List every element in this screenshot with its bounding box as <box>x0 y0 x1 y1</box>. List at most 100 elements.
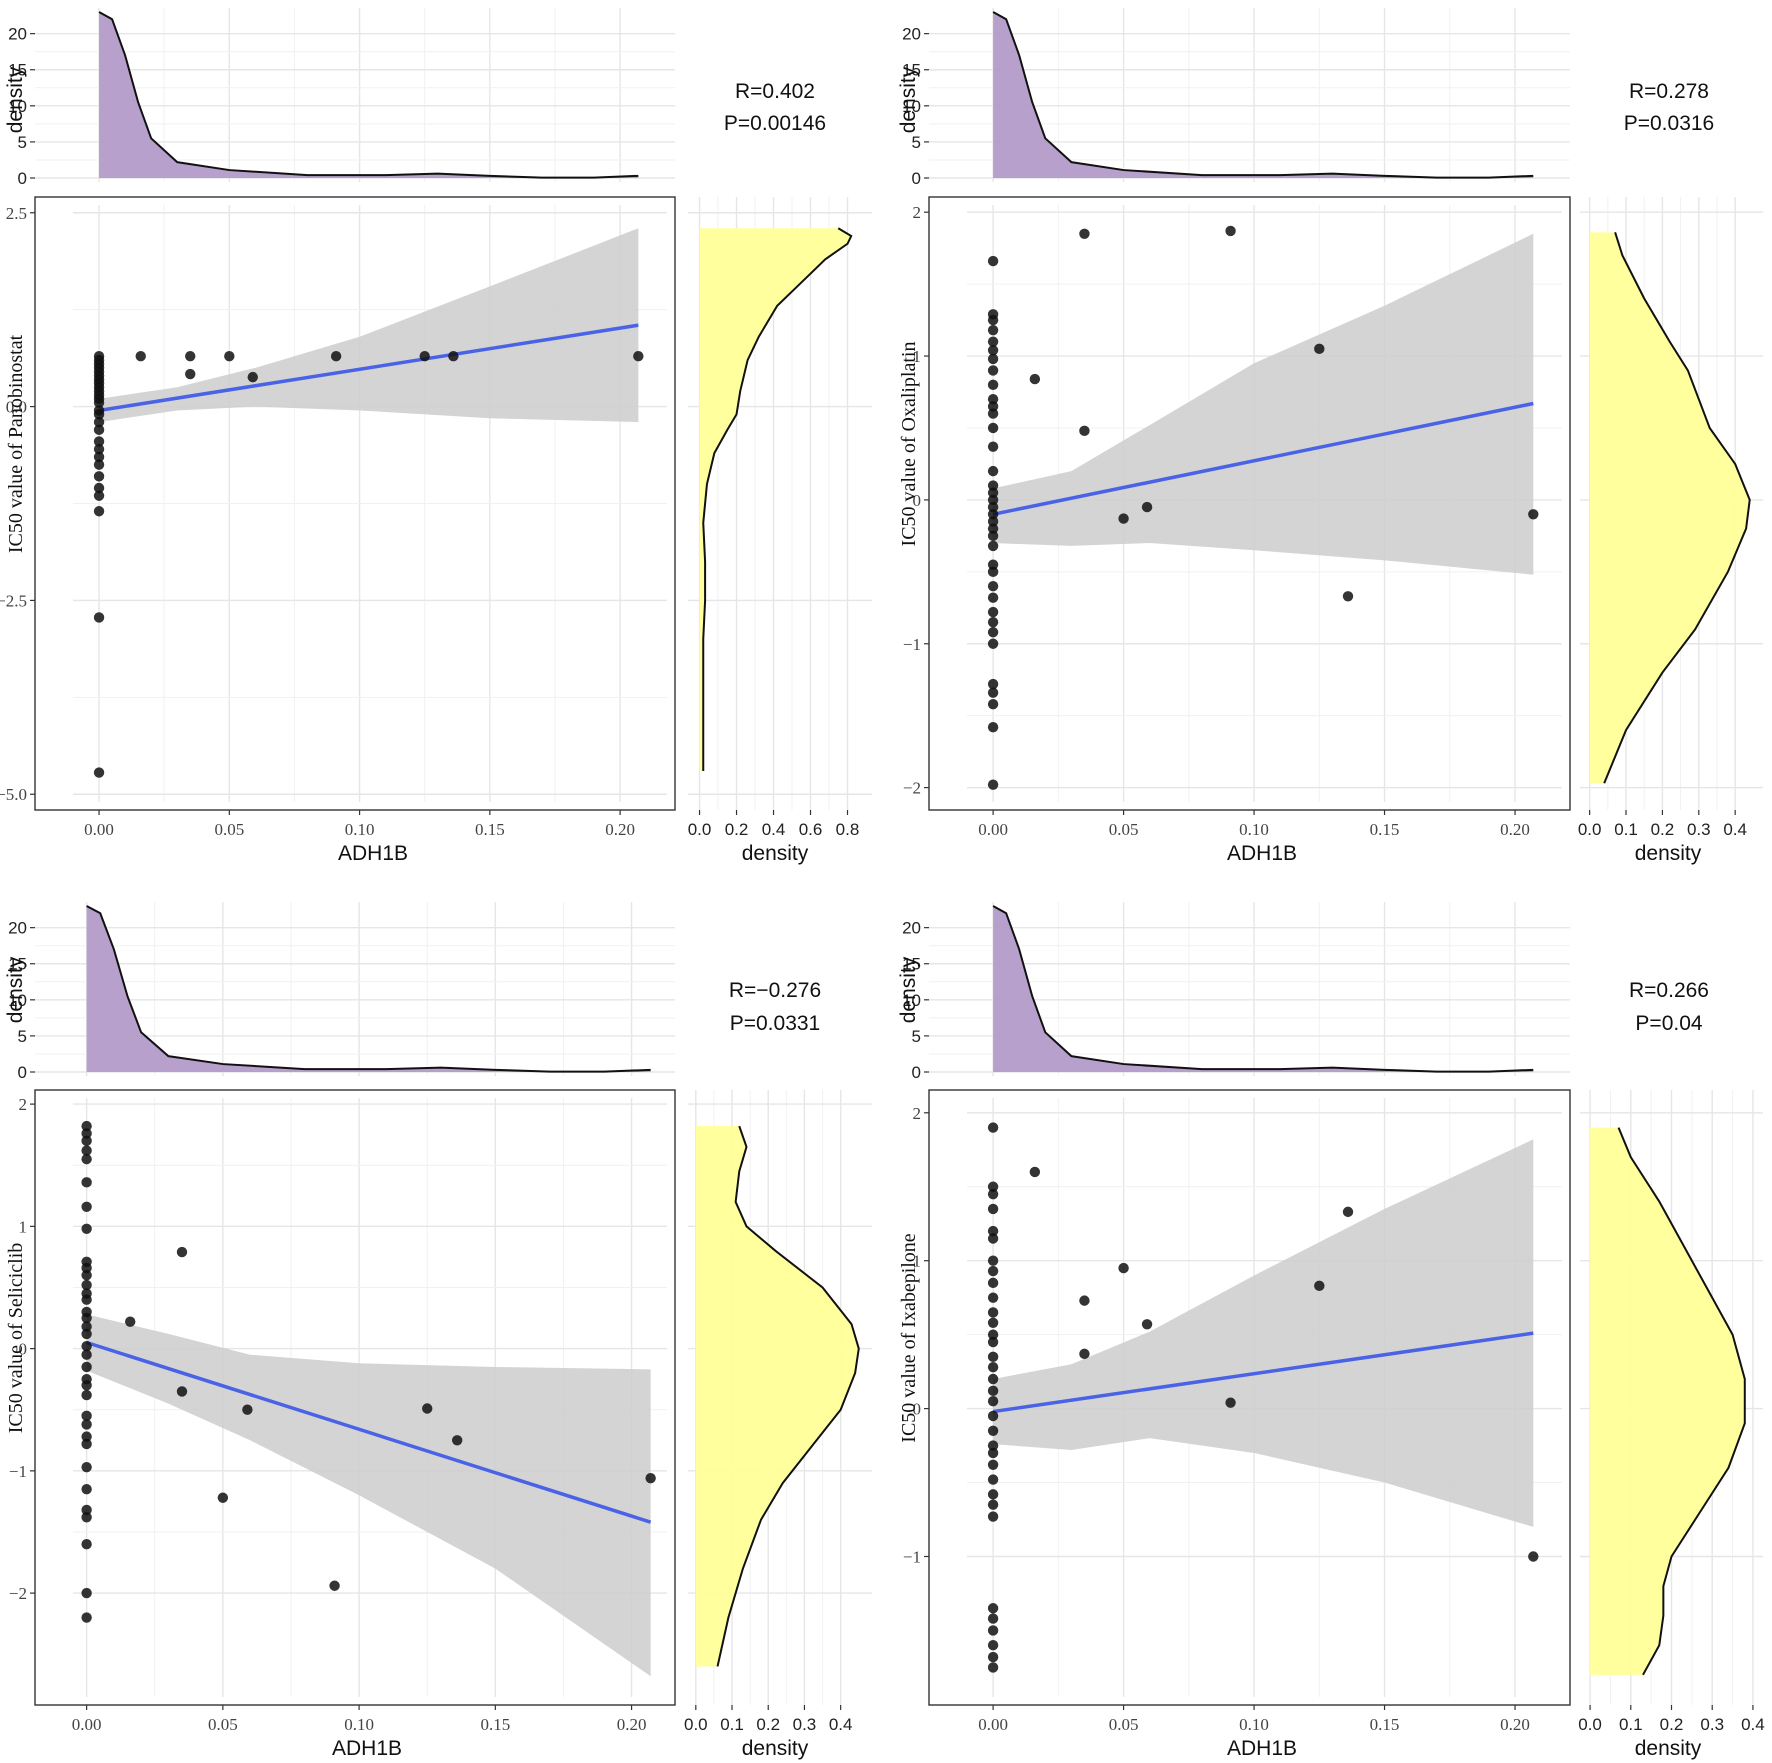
y-tick-label: 2 <box>913 203 922 222</box>
data-point <box>81 1587 92 1599</box>
top-y-tick-label: 20 <box>902 25 921 44</box>
data-point <box>645 1472 656 1484</box>
data-point <box>93 482 105 494</box>
top-y-tick-label: 0 <box>912 1063 921 1082</box>
data-point <box>81 1312 92 1324</box>
plot-frame <box>928 196 1571 811</box>
data-point <box>330 350 342 362</box>
data-point <box>987 1203 999 1215</box>
data-point <box>93 444 105 455</box>
plot-frame <box>34 1089 676 1706</box>
x-tick-label: 0.20 <box>605 820 635 839</box>
data-point <box>987 509 999 520</box>
top-y-tick-label: 5 <box>912 1027 921 1046</box>
data-point <box>987 494 999 506</box>
y-axis-title: IC50 value of Oxaliplatin <box>898 342 920 547</box>
data-point <box>987 401 999 412</box>
data-point <box>987 1425 999 1436</box>
data-point <box>1118 1262 1129 1274</box>
data-point <box>1225 1397 1236 1408</box>
data-point <box>1118 513 1129 524</box>
right-x-tick-label: 0.4 <box>829 1715 853 1734</box>
right-x-tick-label: 0.0 <box>1578 820 1602 839</box>
top-y-tick-label: 10 <box>8 991 27 1010</box>
data-point <box>81 1612 92 1623</box>
y-tick-label: −1 <box>9 1462 27 1481</box>
right-x-tick-label: 0.0 <box>1578 1715 1602 1734</box>
y-tick-label: −2 <box>903 779 921 798</box>
data-point <box>987 1603 999 1614</box>
y-tick-label: 2 <box>19 1095 28 1114</box>
data-point <box>135 350 146 362</box>
top-y-tick-label: 0 <box>18 169 27 188</box>
data-point <box>987 606 999 618</box>
top-y-tick-label: 15 <box>902 61 921 80</box>
data-point <box>81 1538 92 1550</box>
top-y-tick-label: 5 <box>912 133 921 152</box>
x-tick-label: 0.15 <box>1370 820 1400 839</box>
x-tick-label: 0.10 <box>345 820 375 839</box>
panel-panobinostat: 0 5 10 15 20 0.00 0.05 0.10 0.15 0.20 2.5 0.0 −2.5 −… <box>0 8 872 865</box>
data-point <box>987 1373 999 1385</box>
regression-line <box>992 401 1534 517</box>
x-tick-label: 0.00 <box>84 820 114 839</box>
right-x-tick-label: 0.0 <box>688 820 712 839</box>
right-x-tick-label: 0.4 <box>762 820 786 839</box>
data-point <box>987 255 999 267</box>
x-tick-label: 0.15 <box>475 820 505 839</box>
right-density-plot: 0.0 0.2 0.4 0.6 0.8 <box>688 197 872 839</box>
data-point <box>987 1336 999 1348</box>
regression-line <box>98 323 639 413</box>
data-point <box>81 1380 92 1391</box>
data-point <box>1029 373 1041 385</box>
data-point <box>987 698 999 710</box>
right-x-tick-label: 0.3 <box>1700 1715 1724 1734</box>
data-point <box>987 1489 999 1500</box>
r-value: R=0.266 <box>1629 979 1709 1002</box>
top-density-plot: 0 5 10 15 20 <box>902 8 1570 188</box>
data-point <box>81 1135 92 1146</box>
right-density-area <box>695 1126 859 1667</box>
data-point <box>1079 425 1090 437</box>
data-point <box>987 687 999 698</box>
top-density-y-title: density <box>897 66 920 133</box>
right-x-tick-label: 0.1 <box>720 1715 744 1734</box>
data-point <box>987 1511 999 1522</box>
data-point <box>81 1145 92 1156</box>
top-density-plot: 0 5 10 15 20 <box>902 902 1570 1082</box>
data-point <box>93 409 105 420</box>
p-value: P=0.0331 <box>730 1012 821 1035</box>
data-point <box>987 559 999 570</box>
data-point <box>224 350 235 362</box>
y-tick-label: −2.5 <box>0 591 27 610</box>
y-tick-label: −1 <box>903 635 921 654</box>
right-x-tick-label: 0.2 <box>1660 1715 1684 1734</box>
y-tick-label: 2.5 <box>6 204 27 223</box>
data-point <box>1314 343 1325 355</box>
data-point <box>987 779 999 790</box>
data-point <box>247 371 258 383</box>
right-density-curve <box>716 1125 860 1667</box>
right-density-plot: 0.0 0.1 0.2 0.3 0.4 <box>1578 1090 1765 1734</box>
data-point <box>987 566 999 578</box>
data-point <box>125 1316 136 1327</box>
data-point <box>987 1447 999 1459</box>
data-point <box>81 1512 92 1523</box>
right-x-tick-label: 0.8 <box>836 820 860 839</box>
r-value: R=−0.276 <box>729 979 821 1002</box>
data-point <box>422 1403 433 1414</box>
top-y-tick-label: 15 <box>902 955 921 974</box>
data-point <box>81 1349 92 1360</box>
data-point <box>1225 225 1236 237</box>
x-tick-label: 0.10 <box>1239 820 1269 839</box>
x-tick-label: 0.00 <box>978 1715 1008 1734</box>
data-point <box>987 1188 999 1200</box>
data-point <box>93 424 105 436</box>
p-value: P=0.00146 <box>724 112 826 135</box>
x-tick-label: 0.00 <box>72 1715 102 1734</box>
data-point <box>185 368 196 380</box>
top-density-plot: 0 5 10 15 20 <box>8 8 675 188</box>
right-x-tick-label: 0.0 <box>684 1715 708 1734</box>
y-tick-label: 0 <box>19 1340 28 1359</box>
